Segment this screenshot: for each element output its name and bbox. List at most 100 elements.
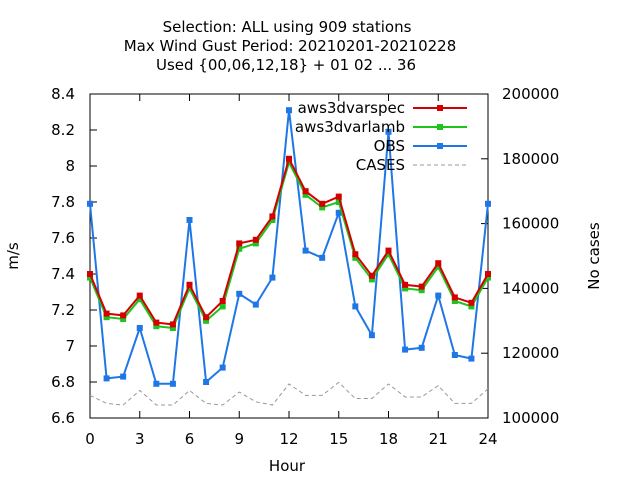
data-point [136,325,143,331]
legend-item: CASES [356,156,467,174]
data-point [219,298,226,304]
data-point [385,247,392,254]
y2-tick-label: 180000 [502,150,559,168]
data-point [186,217,193,223]
data-point [203,317,210,324]
data-point [153,380,160,387]
y2-tick-label: 120000 [502,344,559,362]
data-point [402,346,409,353]
data-point [319,200,326,207]
data-point [203,379,210,385]
x-tick-label: 9 [234,430,244,448]
data-point [136,292,143,299]
data-point [236,240,243,247]
data-point [219,303,226,310]
x-tick-label: 24 [478,430,497,448]
data-point [468,303,475,310]
data-point [335,209,342,216]
data-point [468,299,475,306]
y-tick-label: 6.8 [51,373,75,391]
data-point [252,240,259,247]
y-tick-label: 7.8 [51,193,75,211]
data-point [335,193,342,200]
y2-tick-label: 140000 [502,279,559,297]
legend-item: OBS [374,137,467,155]
series-line-aws3dvarlamb [89,159,489,330]
data-point [87,271,93,277]
data-point [368,332,375,339]
data-point [418,344,425,351]
data-point [468,355,475,362]
legend-label: OBS [374,137,405,155]
data-point [120,373,127,380]
data-point [302,188,309,195]
data-point [302,247,309,254]
x-tick-label: 6 [185,430,195,448]
legend-item: aws3dvarlamb [295,118,467,136]
legend-label: aws3dvarspec [298,99,405,117]
data-point [319,254,326,261]
data-point [219,364,226,371]
data-point [385,128,392,135]
x-tick-label: 18 [379,430,398,448]
data-point [153,319,160,326]
series-aws3dvarspec [87,155,491,328]
data-point [451,352,458,358]
data-point [153,323,160,330]
data-point [435,263,442,270]
legend-swatch-marker [437,124,443,130]
y-tick-label: 7.2 [51,301,75,319]
data-point [103,314,110,321]
legend-label: aws3dvarlamb [295,118,405,136]
x-tick-label: 0 [85,430,95,448]
data-point [252,236,259,243]
data-point [269,274,276,281]
data-point [169,380,176,387]
data-point [352,251,359,258]
data-point [319,204,326,211]
series-layer [87,107,491,406]
data-point [136,296,143,303]
data-point [485,274,491,281]
x-axis: 0 3 6 9 12 15 18 21 24 [85,94,498,448]
data-point [87,274,93,281]
series-CASES [89,381,489,406]
y-axis-left: 6.6 6.8 7 7.2 7.4 7.6 7.8 8 8.2 8.4 [51,85,97,427]
data-point [302,191,309,198]
data-point [402,281,409,288]
y-tick-label: 7.6 [51,229,75,247]
legend-swatch-marker [437,105,443,111]
data-point [169,321,176,328]
x-tick-label: 3 [135,430,145,448]
legend-label: CASES [356,156,405,174]
y-tick-label: 8.4 [51,85,75,103]
data-point [368,276,375,283]
data-point [203,314,210,321]
data-point [103,310,110,317]
series-line-aws3dvarspec [89,156,489,326]
data-point [385,251,392,258]
y-tick-label: 8 [65,157,75,175]
x-tick-label: 12 [279,430,298,448]
title-line-3: Used {00,06,12,18} + 01 02 ... 36 [156,56,416,74]
y2-axis-label: No cases [585,222,603,290]
y-tick-label: 8.2 [51,121,75,139]
y-axis-right: 100000 120000 140000 160000 180000 200000 [481,85,559,427]
data-point [418,287,425,294]
y2-tick-label: 100000 [502,409,559,427]
y2-tick-label: 200000 [502,85,559,103]
y2-tick-label: 160000 [502,215,559,233]
series-line-OBS [89,110,489,385]
data-point [120,316,127,322]
y-tick-label: 7.4 [51,265,75,283]
y-tick-label: 6.6 [51,409,75,427]
y-axis-label: m/s [4,242,22,270]
data-point [352,303,359,310]
series-aws3dvarlamb [87,159,491,331]
data-point [435,260,442,267]
data-point [485,200,491,207]
x-tick-label: 21 [429,430,448,448]
data-point [87,200,93,207]
x-axis-label: Hour [269,457,306,475]
